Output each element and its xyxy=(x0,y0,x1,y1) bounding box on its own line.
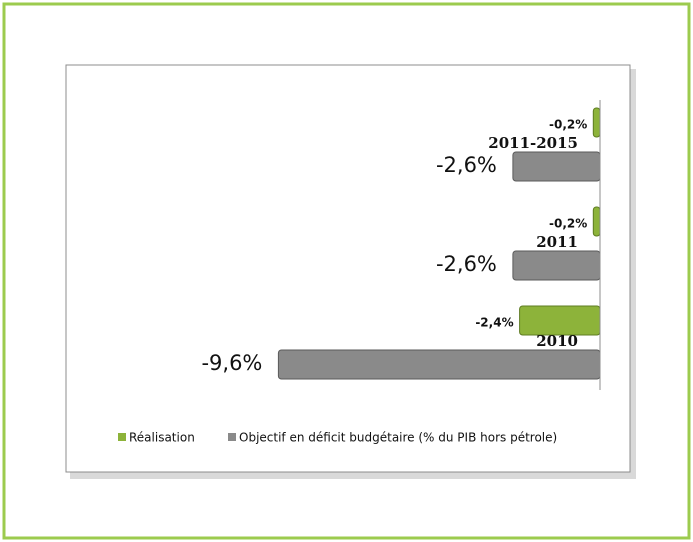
bar xyxy=(512,250,601,281)
value-label: -0,2% xyxy=(549,118,587,132)
category-label: 2011 xyxy=(536,233,578,251)
value-label: -2,6% xyxy=(436,252,497,276)
bar xyxy=(592,206,601,237)
value-label: -2,6% xyxy=(436,153,497,177)
legend-label: Objectif en déficit budgétaire (% du PIB… xyxy=(239,431,557,445)
legend-swatch xyxy=(118,433,126,441)
value-label: -2,4% xyxy=(475,316,513,330)
bar xyxy=(512,151,601,182)
category-label: 2011-2015 xyxy=(488,134,578,152)
legend-swatch xyxy=(228,433,236,441)
value-label: -9,6% xyxy=(201,351,262,375)
legend-label: Réalisation xyxy=(129,431,195,445)
value-label: -0,2% xyxy=(549,217,587,231)
bar xyxy=(519,305,601,336)
category-label: 2010 xyxy=(536,332,578,350)
bar xyxy=(592,107,601,138)
bar xyxy=(277,349,601,380)
